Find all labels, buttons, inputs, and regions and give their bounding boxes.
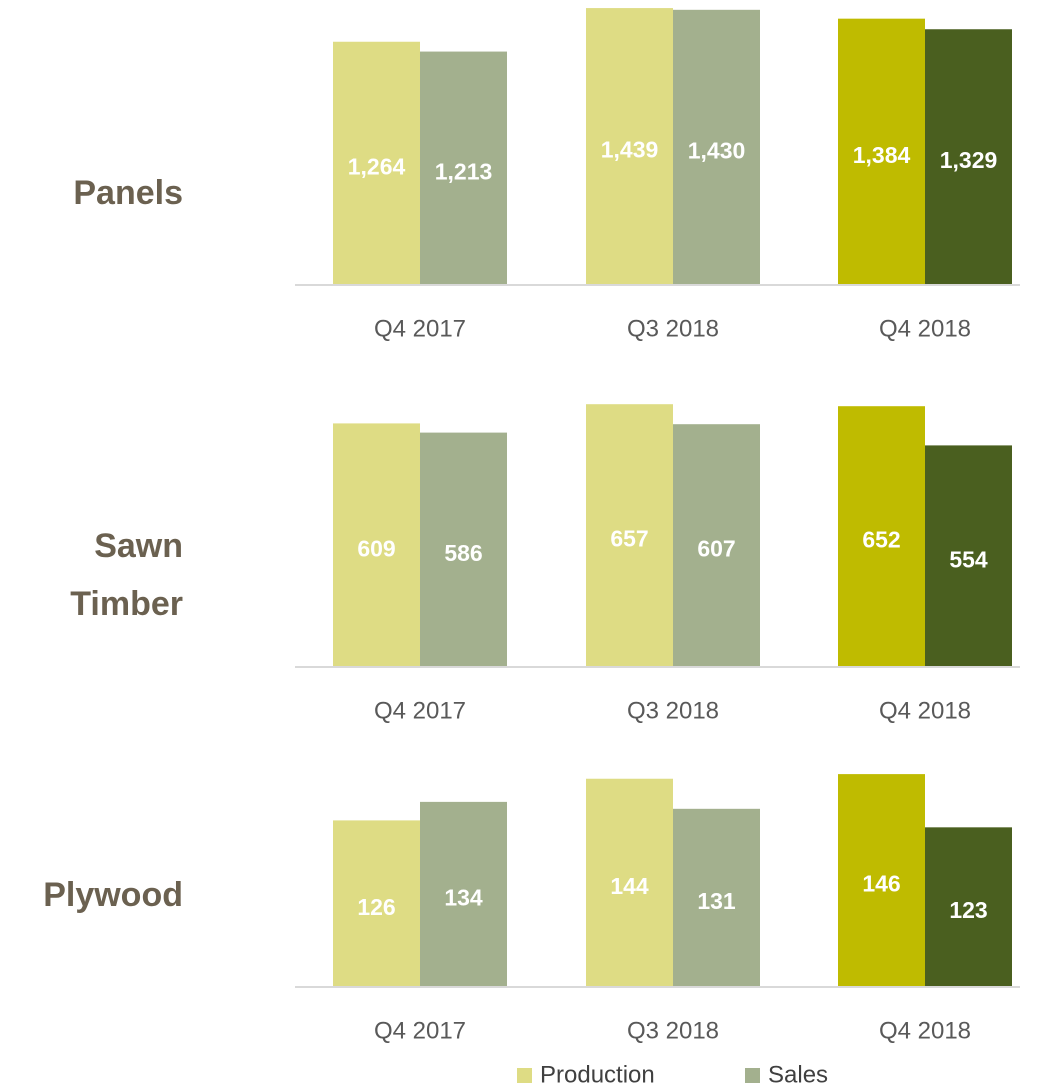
- data-label: 607: [697, 536, 735, 562]
- bar: [838, 18, 925, 285]
- x-tick-label: Q3 2018: [627, 315, 719, 342]
- x-tick-label: Q3 2018: [627, 697, 719, 724]
- x-tick-label: Q4 2017: [374, 315, 466, 342]
- data-label: 1,384: [853, 142, 911, 168]
- data-label: 1,430: [688, 137, 746, 163]
- data-label: 586: [444, 540, 482, 566]
- bar: [586, 8, 673, 285]
- bar: [333, 820, 420, 987]
- x-tick-label: Q4 2018: [879, 1017, 971, 1044]
- data-label: 126: [357, 894, 395, 920]
- bar: [420, 51, 507, 285]
- data-label: 657: [610, 526, 648, 552]
- data-label: 1,329: [940, 147, 998, 173]
- data-label: 652: [862, 527, 900, 553]
- bar: [673, 808, 760, 987]
- data-label: 134: [444, 885, 483, 911]
- data-label: 1,264: [348, 153, 406, 179]
- legend-label: Production: [540, 1061, 655, 1088]
- x-tick-label: Q3 2018: [627, 1017, 719, 1044]
- bar: [673, 9, 760, 285]
- bar: [838, 406, 925, 667]
- row-title: Plywood: [43, 876, 183, 914]
- data-label: 123: [949, 897, 987, 923]
- bar: [420, 801, 507, 987]
- bar: [586, 778, 673, 987]
- data-label: 146: [862, 871, 900, 897]
- x-tick-label: Q4 2018: [879, 315, 971, 342]
- bar: [925, 445, 1012, 667]
- bar: [333, 423, 420, 667]
- row-title: Sawn Timber: [70, 527, 183, 623]
- legend-swatch: [745, 1068, 760, 1083]
- legend-label: Sales: [768, 1061, 828, 1088]
- bar: [420, 432, 507, 667]
- x-tick-label: Q4 2017: [374, 697, 466, 724]
- bar: [333, 41, 420, 285]
- data-label: 609: [357, 535, 395, 561]
- data-label: 131: [697, 888, 736, 914]
- bar: [925, 29, 1012, 286]
- bar: [838, 774, 925, 987]
- bar: [673, 424, 760, 667]
- bar: [925, 827, 1012, 987]
- bar: [586, 404, 673, 667]
- row-title: Panels: [73, 174, 183, 212]
- x-tick-label: Q4 2018: [879, 697, 971, 724]
- legend-swatch: [517, 1068, 532, 1083]
- data-label: 1,439: [601, 137, 659, 163]
- data-label: 554: [949, 546, 988, 572]
- x-tick-label: Q4 2017: [374, 1017, 466, 1044]
- data-label: 144: [610, 873, 649, 899]
- data-label: 1,213: [435, 158, 493, 184]
